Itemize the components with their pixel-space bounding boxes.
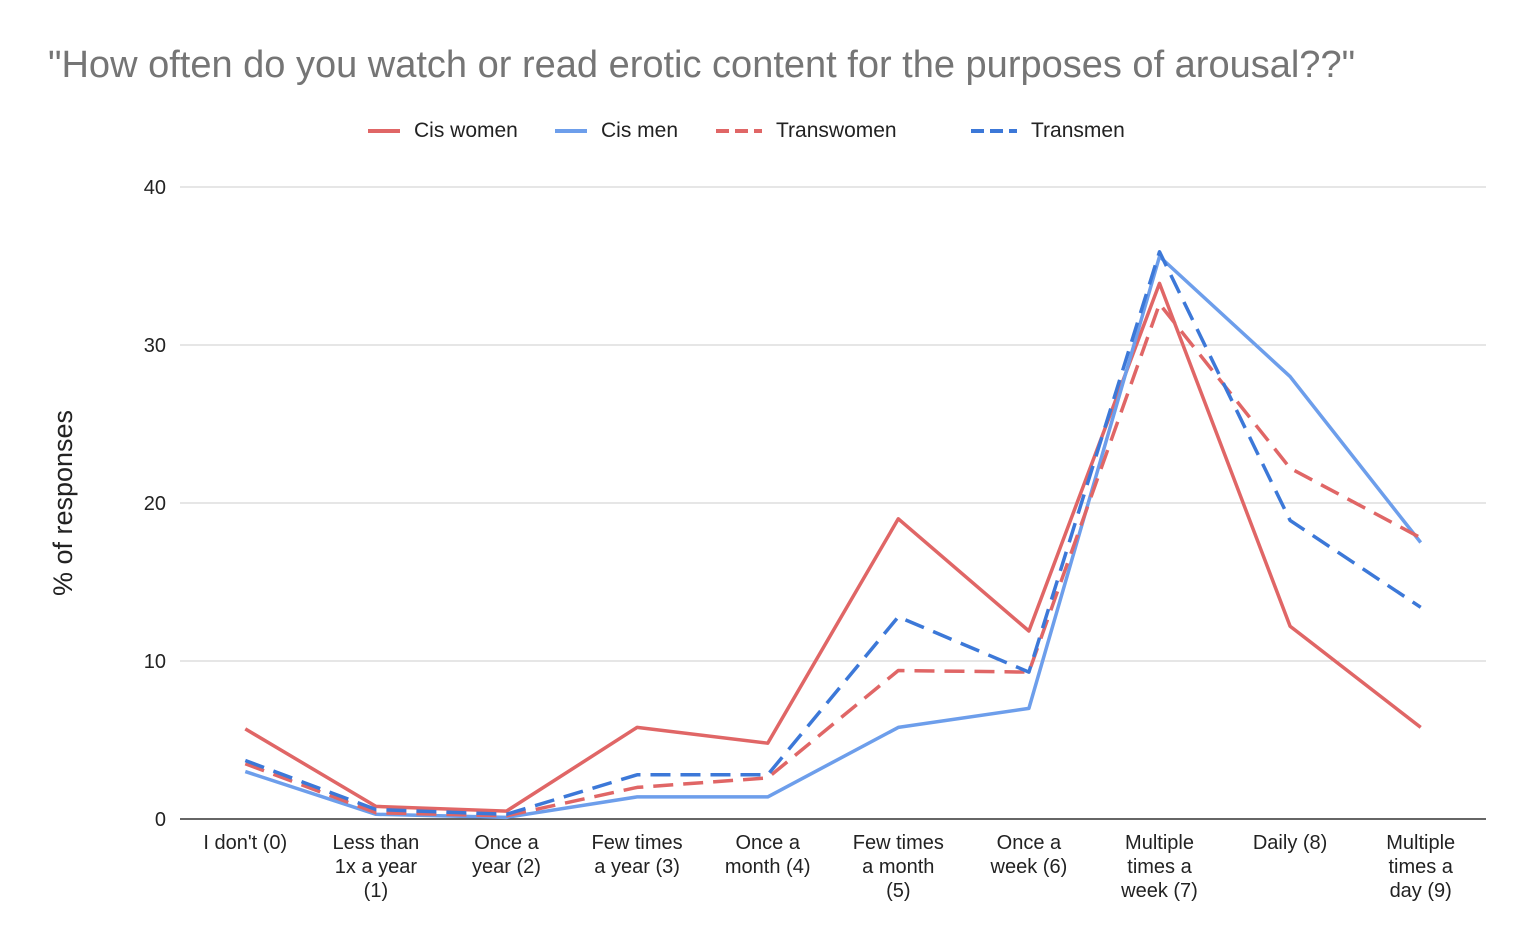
y-tick-label: 20: [144, 493, 166, 515]
series-line-4: [244, 250, 1422, 817]
legend-swatch: [716, 129, 762, 133]
x-tick-label: Once a year (2): [472, 832, 541, 878]
x-tick-label: I don't (0): [203, 832, 287, 854]
legend-label: Cis men: [601, 119, 679, 142]
legend-item: Transwomen: [716, 116, 897, 146]
x-tick-label: Once a week (6): [990, 832, 1068, 878]
series-line-2: [244, 254, 1423, 820]
x-tick-label: Few times a month (5): [853, 832, 944, 902]
legend-swatch: [555, 129, 587, 133]
series-line-3: [244, 302, 1422, 818]
legend-item: Cis men: [555, 116, 678, 146]
chart-legend: Cis women Cis men Transwomen Transmen: [0, 116, 1534, 146]
legend-label: Transwomen: [776, 119, 897, 142]
legend-label: Cis women: [414, 119, 518, 142]
x-tick-label: Few times a year (3): [592, 832, 683, 878]
x-tick-label: Multiple times a week (7): [1120, 832, 1198, 902]
legend-item: Cis women: [368, 116, 518, 146]
y-axis-label: % of responses: [48, 410, 78, 596]
y-tick-label: 30: [144, 335, 166, 357]
y-tick-label: 10: [144, 651, 166, 673]
series-line-1: [244, 281, 1422, 813]
x-tick-label: Multiple times a day (9): [1386, 832, 1455, 902]
legend-swatch: [368, 129, 400, 133]
legend-swatch: [971, 129, 1017, 133]
x-tick-label: Once a month (4): [725, 832, 811, 878]
y-tick-label: 40: [144, 177, 166, 199]
legend-label: Transmen: [1031, 119, 1125, 142]
y-tick-label: 0: [155, 809, 166, 831]
legend-item: Transmen: [971, 116, 1125, 146]
x-tick-label: Less than 1x a year (1): [333, 832, 420, 902]
chart-title: "How often do you watch or read erotic c…: [48, 44, 1356, 86]
x-tick-label: Daily (8): [1253, 832, 1327, 854]
